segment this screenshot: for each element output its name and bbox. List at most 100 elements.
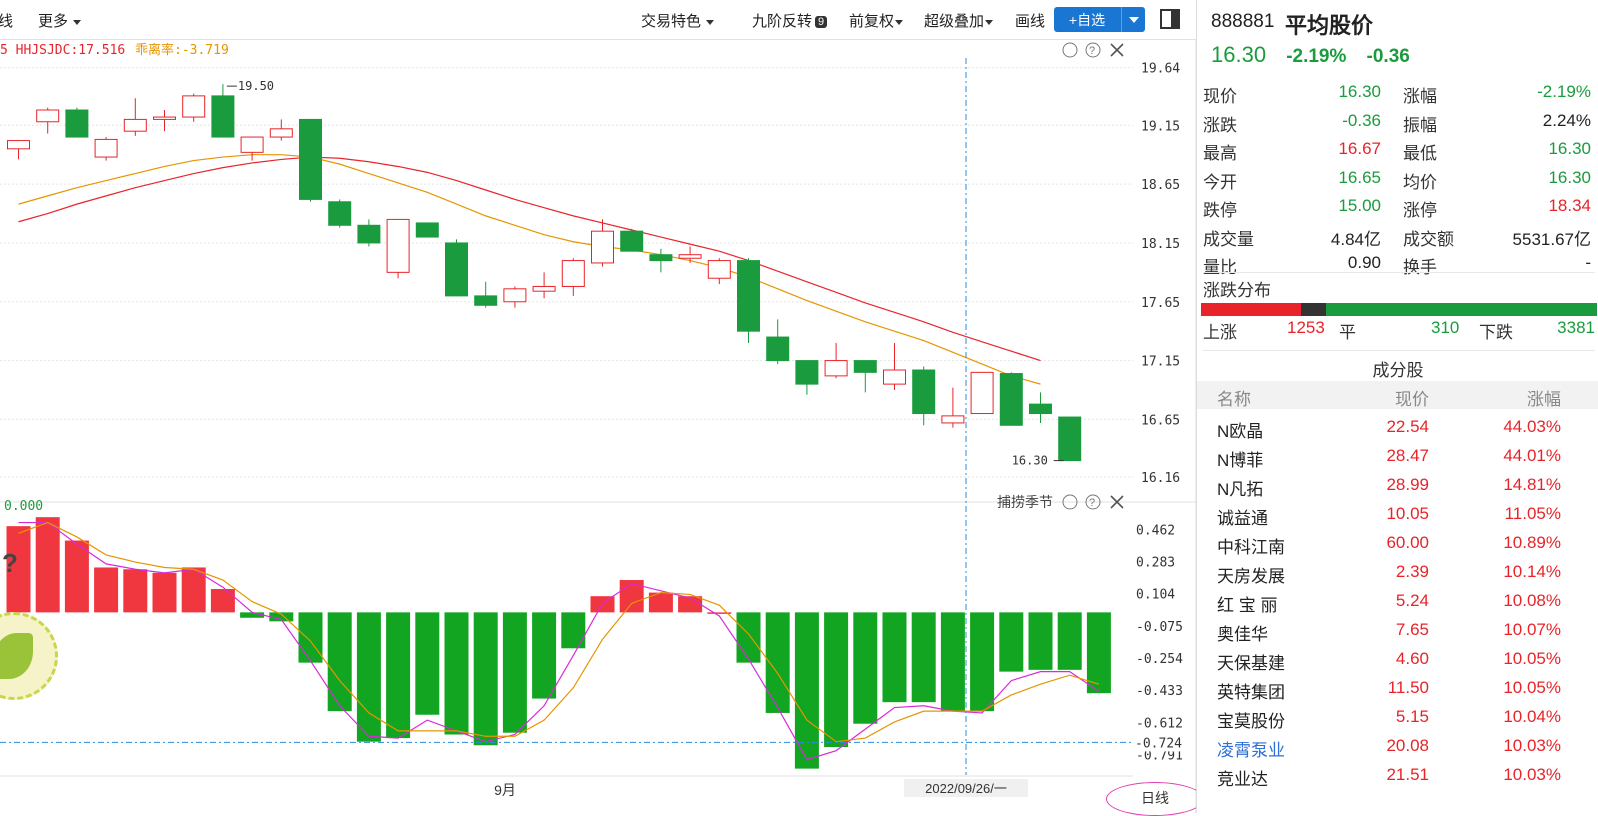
quote-row: 今开 16.65 均价 16.30 [1203, 164, 1595, 192]
candle-body [36, 109, 60, 123]
component-row[interactable]: 宝莫股份 5.15 10.04% [1197, 703, 1598, 732]
overlay-menu[interactable]: 超级叠加 [924, 10, 994, 31]
candle-body [94, 138, 118, 158]
nine-reversal-label: 九阶反转 [752, 13, 813, 30]
add-favorite-button[interactable]: +自选 [1054, 7, 1145, 32]
indicator-bar [415, 612, 440, 715]
component-row[interactable]: 红 宝 丽 5.24 10.08% [1197, 587, 1598, 616]
close-icon[interactable] [1110, 495, 1124, 509]
component-name[interactable]: 天保基建 [1217, 654, 1285, 673]
help-mark-icon[interactable]: ? [2, 548, 18, 578]
component-name[interactable]: N博菲 [1217, 451, 1264, 470]
close-icon[interactable] [1110, 43, 1124, 57]
component-name[interactable]: 凌霄泵业 [1217, 741, 1285, 760]
quote-row: 最高 16.67 最低 16.30 [1203, 135, 1595, 163]
component-name[interactable]: N凡拓 [1217, 480, 1264, 499]
more-label: 更多 [38, 13, 69, 30]
component-name[interactable]: 奥佳华 [1217, 625, 1268, 644]
quote-value: 16.65 [1338, 167, 1381, 187]
moving-averages [18, 154, 1041, 385]
kline-chart[interactable]: 19.64 19.15 18.65 18.15 17.65 17.15 16.65 16.16… [0, 40, 1196, 813]
candle-body [445, 242, 468, 297]
quote-row: 成交量 4.84亿 成交额 5531.67亿 [1203, 221, 1595, 249]
component-row[interactable]: 天保基建 4.60 10.05% [1197, 645, 1598, 674]
col-pct[interactable]: 涨幅 [1527, 390, 1561, 409]
component-row[interactable]: 奥佳华 7.65 10.07% [1197, 616, 1598, 645]
down-label: 下跌 [1479, 323, 1513, 342]
component-price: 5.24 [1395, 591, 1429, 610]
help-icon[interactable] [1085, 42, 1101, 58]
component-row[interactable]: 诚益通 10.05 11.05% [1197, 500, 1598, 529]
nine-reversal-button[interactable]: 九阶反转 9 [752, 10, 828, 31]
panel-toggle-icon[interactable] [1160, 9, 1180, 29]
indicator-bar [824, 612, 849, 748]
component-row[interactable]: 英特集团 11.50 10.05% [1197, 674, 1598, 703]
component-row[interactable]: 中科江南 60.00 10.89% [1197, 529, 1598, 558]
more-menu[interactable]: 更多 [38, 10, 82, 31]
help-icon[interactable] [1085, 494, 1101, 510]
candle-body [7, 140, 30, 150]
indicator-zero: 0.000 [4, 499, 43, 514]
crosshair-value: -0.724 [1135, 736, 1182, 751]
col-price[interactable]: 现价 [1395, 390, 1429, 409]
chart-toolbar: 线 更多 交易特色 九阶反转 9 前复权 超级叠加 画线 +自选 [0, 0, 1196, 40]
component-price: 7.65 [1395, 620, 1429, 639]
period-tag[interactable]: 日线 [1106, 782, 1204, 816]
price-tick: 18.15 [1141, 237, 1180, 252]
indicator-tick: -0.075 [1136, 620, 1183, 635]
month-label: 9月 [494, 782, 516, 798]
component-price: 60.00 [1386, 533, 1429, 552]
candle-body [883, 369, 906, 385]
component-pct: 44.03% [1503, 417, 1561, 436]
col-name[interactable]: 名称 [1217, 390, 1251, 409]
candle [591, 219, 614, 267]
component-name[interactable]: 中科江南 [1217, 538, 1285, 557]
indicator-bar [210, 589, 235, 613]
component-row[interactable]: 竞业达 21.51 10.03% [1197, 761, 1598, 790]
component-name[interactable]: 英特集团 [1217, 683, 1285, 702]
indicator-bar [853, 612, 878, 724]
quote-key: 跌停 [1203, 201, 1237, 220]
settings-icon[interactable] [1062, 42, 1078, 58]
component-name[interactable]: 天房发展 [1217, 567, 1285, 586]
period-line-button[interactable]: 线 [0, 13, 14, 30]
quote-value: 16.30 [1338, 82, 1381, 101]
draw-line-button[interactable]: 画线 [1015, 13, 1046, 30]
component-row[interactable]: N欧晶 22.54 44.03% [1197, 413, 1598, 442]
chevron-down-icon [1129, 17, 1139, 23]
component-name[interactable]: N欧晶 [1217, 422, 1264, 441]
component-price: 5.15 [1395, 707, 1429, 726]
component-price: 21.51 [1386, 765, 1429, 784]
favorite-dropdown[interactable] [1121, 7, 1145, 32]
component-name[interactable]: 红 宝 丽 [1217, 596, 1278, 615]
component-row[interactable]: 天房发展 2.39 10.14% [1197, 558, 1598, 587]
chevron-down-icon [73, 19, 82, 25]
component-row[interactable]: N凡拓 28.99 14.81% [1197, 471, 1598, 500]
candle [883, 342, 906, 390]
component-name[interactable]: 竞业达 [1217, 770, 1268, 789]
candle-body [153, 116, 176, 120]
adjust-menu[interactable]: 前复权 [849, 10, 904, 31]
candle-body [65, 109, 89, 138]
settings-icon[interactable] [1062, 494, 1078, 510]
flat-count: 310 [1431, 318, 1460, 337]
candle [299, 118, 322, 202]
indicator-tick: -0.254 [1136, 652, 1183, 667]
component-pct: 10.14% [1503, 562, 1561, 581]
candle [678, 246, 702, 263]
indicator-tick: -0.433 [1136, 684, 1183, 699]
chevron-down-icon [895, 19, 904, 25]
indicator-bar [64, 540, 89, 613]
component-name[interactable]: 宝莫股份 [1217, 712, 1285, 731]
candle [357, 219, 381, 247]
candle-body [415, 222, 439, 238]
indicator-bar [532, 612, 557, 699]
component-name[interactable]: 诚益通 [1217, 509, 1268, 528]
quote-value: 15.00 [1338, 196, 1381, 215]
trade-feature-menu[interactable]: 交易特色 [641, 10, 715, 31]
component-row[interactable]: N博菲 28.47 44.01% [1197, 442, 1598, 471]
ma-short-line [18, 154, 1041, 385]
indicator-bar [678, 596, 703, 613]
component-row[interactable]: 凌霄泵业 20.08 10.03% [1197, 732, 1598, 761]
indicator-tick: -0.612 [1136, 716, 1183, 731]
